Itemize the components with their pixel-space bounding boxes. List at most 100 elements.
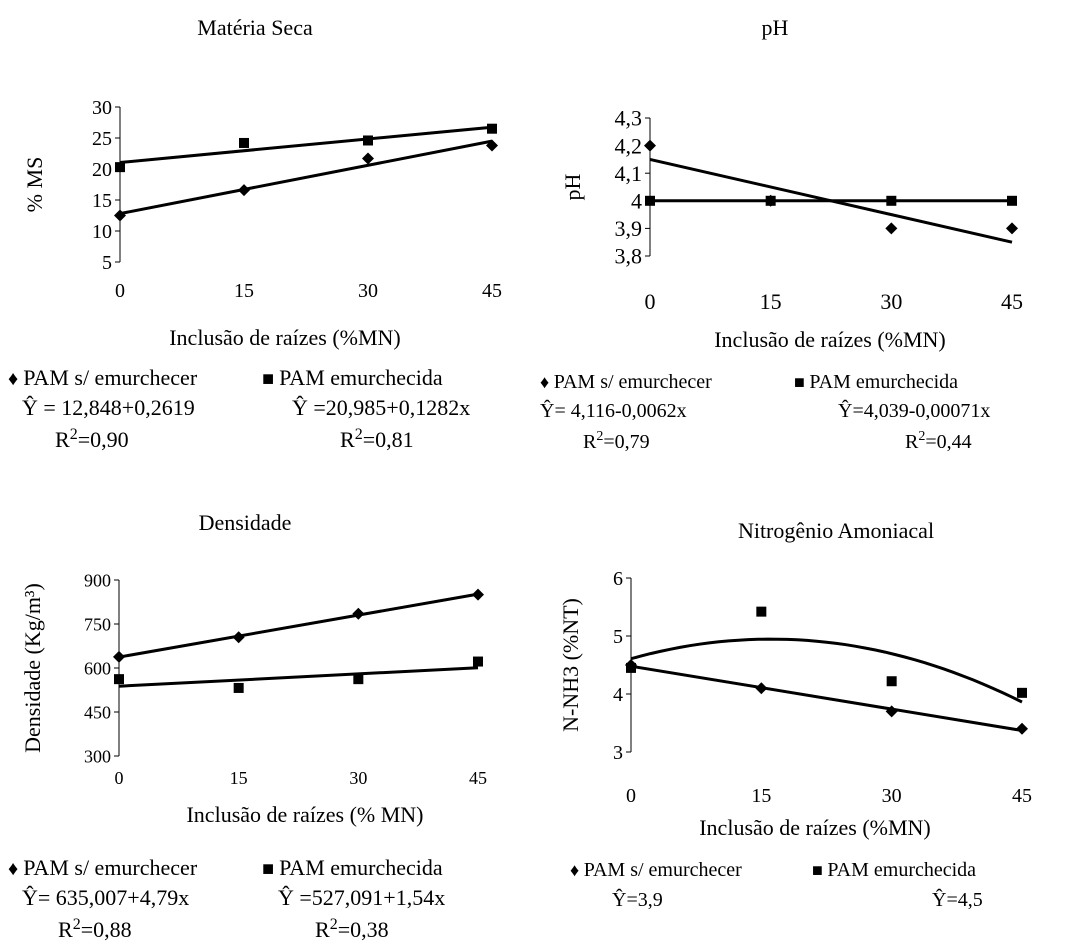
r-squared-value: =0,81 bbox=[363, 427, 414, 452]
y-tick-label: 4,3 bbox=[615, 106, 643, 131]
legend-name: PAM s/ emurchecer bbox=[23, 365, 198, 390]
x-tick-label: 15 bbox=[230, 768, 248, 788]
data-point-square bbox=[473, 656, 483, 667]
y-tick-label: 4 bbox=[631, 189, 642, 214]
data-point-diamond bbox=[885, 705, 898, 718]
legend-marker: ♦ bbox=[8, 858, 23, 880]
r-squared-exp: 2 bbox=[355, 426, 363, 443]
x-tick-label: 45 bbox=[1012, 785, 1032, 807]
legend-entry: ■ PAM emurchecida bbox=[262, 365, 443, 390]
x-axis-label: Inclusão de raízes (%MN) bbox=[699, 815, 931, 840]
data-point-diamond bbox=[1006, 222, 1018, 235]
x-tick-label: 45 bbox=[482, 280, 502, 302]
legend-name: PAM s/ emurchecer bbox=[584, 859, 742, 881]
data-point-square bbox=[353, 674, 364, 685]
y-tick-label: 20 bbox=[92, 159, 112, 181]
r-squared: R2=0,81 bbox=[340, 426, 414, 452]
data-point-square bbox=[886, 195, 897, 206]
y-axis-label: pH bbox=[560, 173, 585, 200]
x-tick-label: 30 bbox=[882, 785, 902, 807]
data-point-square bbox=[886, 676, 897, 687]
y-tick-label: 3,9 bbox=[615, 216, 643, 241]
y-tick-label: 5 bbox=[102, 252, 112, 274]
data-point-diamond bbox=[362, 152, 374, 165]
legend-entry: ♦ PAM s/ emurchecer bbox=[540, 371, 712, 393]
regression-equation: Ŷ=3,9 bbox=[612, 888, 663, 911]
x-axis-label: Inclusão de raízes (% MN) bbox=[186, 802, 423, 827]
y-tick-label: 30 bbox=[92, 97, 112, 119]
x-tick-label: 15 bbox=[760, 289, 782, 314]
x-tick-label: 15 bbox=[234, 280, 254, 302]
r-squared-base: R bbox=[58, 917, 73, 942]
data-point-square bbox=[1007, 195, 1017, 206]
trend-line-diamond bbox=[630, 664, 1023, 732]
legend-marker: ■ bbox=[262, 858, 279, 880]
data-point-diamond bbox=[472, 588, 484, 601]
data-point-diamond bbox=[885, 222, 898, 235]
r-squared-exp: 2 bbox=[330, 916, 338, 933]
y-tick-label: 750 bbox=[84, 614, 111, 634]
y-tick-label: 4 bbox=[613, 684, 623, 706]
data-point-square bbox=[645, 195, 655, 206]
y-tick-label: 25 bbox=[92, 128, 112, 150]
legend-name: PAM emurchecida bbox=[809, 371, 958, 393]
y-tick-label: 6 bbox=[613, 568, 623, 590]
data-point-square bbox=[239, 137, 249, 148]
y-axis-label: Densidade (Kg/m³) bbox=[20, 583, 45, 753]
legend-entry: ■ PAM emurchecida bbox=[262, 855, 443, 880]
r-squared-exp: 2 bbox=[70, 426, 78, 443]
y-tick-label: 450 bbox=[84, 702, 111, 722]
r-squared-exp: 2 bbox=[596, 429, 603, 444]
r-squared: R2=0,90 bbox=[55, 426, 129, 452]
x-tick-label: 0 bbox=[626, 785, 636, 807]
data-point-square bbox=[1017, 687, 1027, 698]
r-squared-exp: 2 bbox=[73, 916, 81, 933]
data-point-diamond bbox=[486, 139, 498, 152]
regression-equation: Ŷ = 12,848+0,2619 bbox=[22, 395, 195, 420]
trend-line-square bbox=[630, 637, 1023, 704]
legend-name: PAM emurchecida bbox=[827, 859, 976, 881]
data-point-square bbox=[765, 195, 776, 206]
data-point-diamond bbox=[113, 650, 125, 663]
chart-title: pH bbox=[762, 15, 789, 40]
regression-equation: Ŷ=4,5 bbox=[932, 888, 983, 911]
r-squared-value: =0,38 bbox=[338, 917, 389, 942]
legend-name: PAM s/ emurchecer bbox=[554, 371, 712, 393]
r-squared-value: =0,79 bbox=[603, 431, 649, 453]
data-point-square bbox=[233, 682, 244, 693]
data-point-diamond bbox=[755, 682, 768, 695]
chart-title: Matéria Seca bbox=[197, 15, 313, 40]
r-squared-value: =0,44 bbox=[925, 431, 971, 453]
r-squared-base: R bbox=[583, 431, 597, 453]
legend-marker: ■ bbox=[812, 860, 827, 880]
data-point-diamond bbox=[232, 631, 245, 644]
r-squared-base: R bbox=[315, 917, 330, 942]
x-tick-label: 0 bbox=[645, 289, 656, 314]
legend-marker: ♦ bbox=[540, 372, 554, 392]
y-tick-label: 5 bbox=[613, 626, 623, 648]
chart-3: Densidade 300 450 600 750 900 0 15 30 45 Inclusão … bbox=[8, 510, 487, 942]
x-tick-label: 45 bbox=[1001, 289, 1023, 314]
data-point-diamond bbox=[238, 184, 250, 197]
x-tick-label: 30 bbox=[358, 280, 378, 302]
x-axis-label: Inclusão de raízes (%MN) bbox=[714, 327, 946, 352]
trend-line-square bbox=[119, 125, 493, 164]
data-point-square bbox=[114, 674, 124, 685]
legend-entry: ♦ PAM s/ emurchecer bbox=[570, 859, 742, 881]
trend-line-diamond bbox=[118, 592, 479, 659]
regression-equation: Ŷ =527,091+1,54x bbox=[278, 885, 445, 910]
r-squared: R2=0,79 bbox=[583, 429, 650, 453]
r-squared: R2=0,88 bbox=[58, 916, 132, 942]
y-tick-label: 3 bbox=[613, 742, 623, 764]
legend-name: PAM emurchecida bbox=[279, 855, 443, 880]
data-point-square bbox=[756, 606, 767, 617]
r-squared: R2=0,38 bbox=[315, 916, 389, 942]
regression-equation: Ŷ =20,985+0,1282x bbox=[292, 395, 470, 420]
data-point-square bbox=[363, 135, 373, 146]
regression-equation: Ŷ=4,039-0,00071x bbox=[838, 399, 990, 422]
trend-line-diamond bbox=[119, 139, 493, 216]
legend-entry: ■ PAM emurchecida bbox=[794, 371, 958, 393]
legend-entry: ♦ PAM s/ emurchecer bbox=[8, 855, 198, 880]
legend-name: PAM s/ emurchecer bbox=[23, 855, 198, 880]
